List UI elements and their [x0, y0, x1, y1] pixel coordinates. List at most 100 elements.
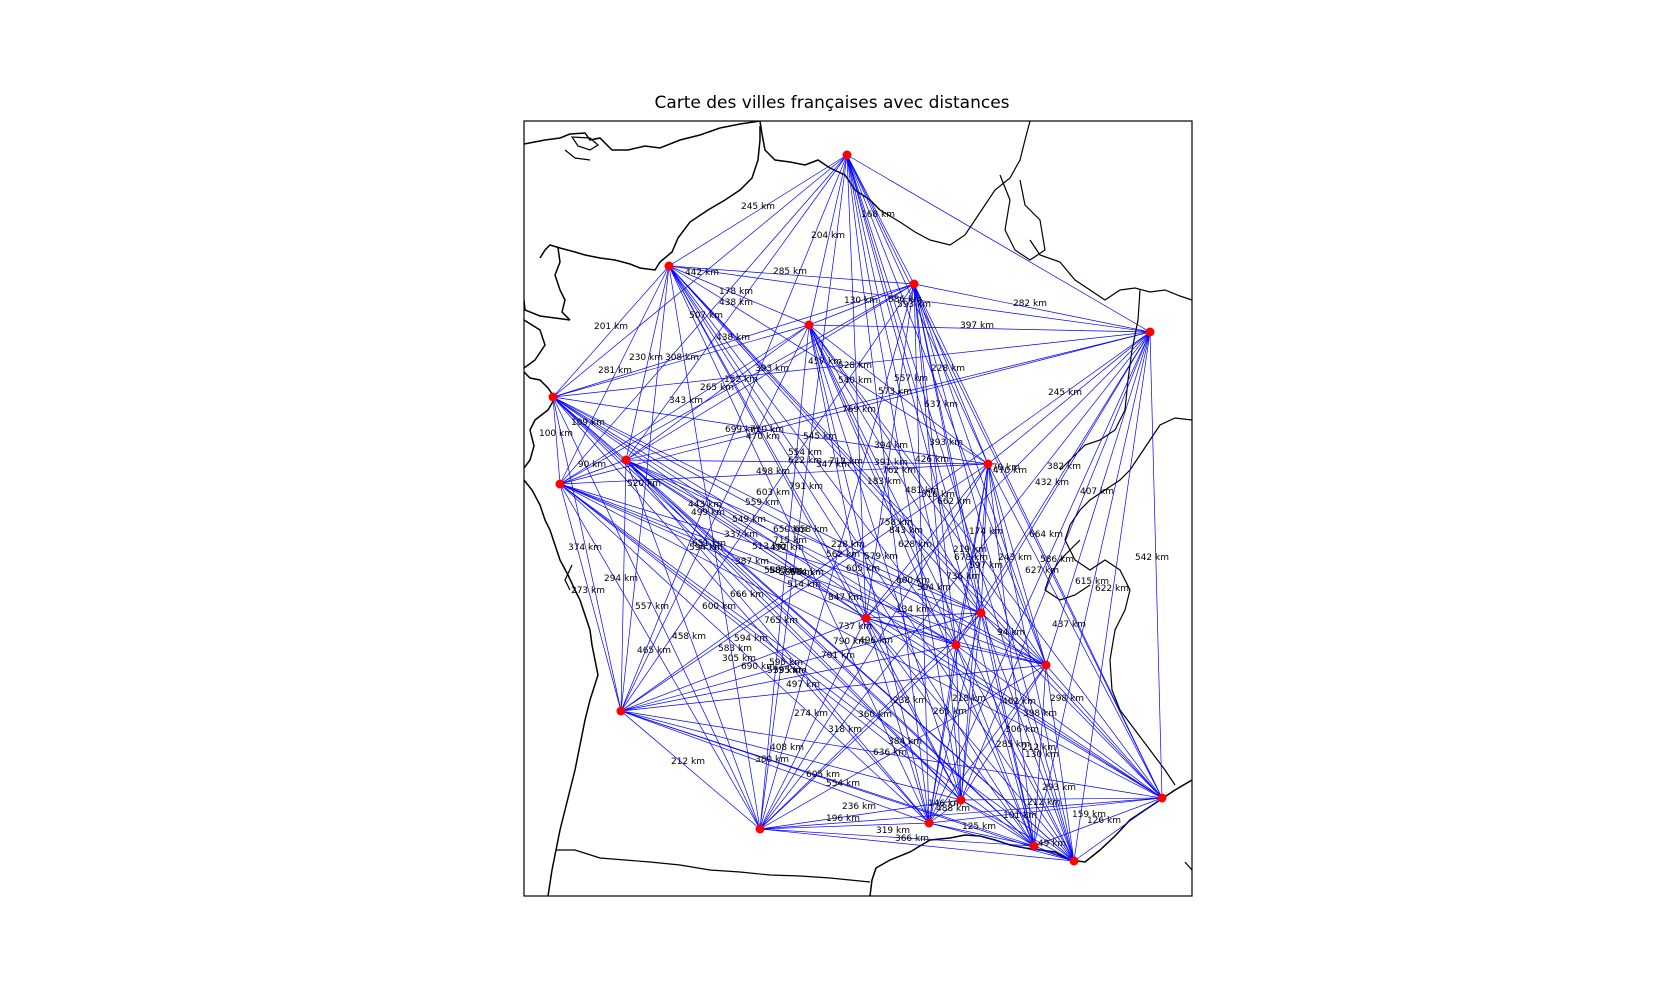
- distance-edge: [960, 463, 989, 801]
- distance-edge: [559, 483, 761, 830]
- distance-label: 230 km: [629, 353, 663, 363]
- distance-label: 397 km: [960, 321, 994, 331]
- distance-label: 130 km: [844, 296, 878, 306]
- distance-edge: [552, 396, 957, 646]
- distance-edge: [552, 396, 962, 801]
- city-marker: [804, 320, 814, 330]
- distance-label: 637 km: [924, 400, 958, 410]
- distance-edge: [987, 331, 1151, 465]
- distance-edge: [620, 644, 957, 712]
- distance-edge: [668, 265, 810, 326]
- map-frame: [523, 120, 1193, 897]
- distance-label: 282 km: [1013, 299, 1047, 309]
- distance-label: 584 km: [790, 568, 824, 578]
- distance-label: 586 km: [1040, 555, 1074, 565]
- distance-label: 457 km: [808, 357, 842, 367]
- distance-edge: [552, 396, 1163, 799]
- distance-edge: [955, 612, 982, 646]
- distance-label: 94 km: [997, 628, 1025, 638]
- distance-label: 595 km: [773, 666, 807, 676]
- distance-edge: [913, 283, 957, 646]
- distance-label: 737 km: [838, 622, 872, 632]
- distance-edge: [559, 463, 989, 485]
- distance-edge: [846, 154, 930, 824]
- distance-edge: [625, 459, 962, 801]
- distance-edge: [1033, 797, 1163, 847]
- distance-edge: [559, 483, 867, 619]
- distance-edge: [559, 483, 622, 712]
- distance-label: 600 km: [702, 602, 736, 612]
- distance-label: 391 km: [874, 458, 908, 468]
- distance-edge: [759, 828, 1075, 862]
- distance-label: 442 km: [685, 268, 719, 278]
- city-marker: [924, 818, 934, 828]
- distance-label: 762 km: [882, 466, 916, 476]
- distance-label: 628 km: [898, 540, 932, 550]
- distance-label: 847 km: [828, 593, 862, 603]
- distance-edge: [668, 265, 962, 801]
- distance-edge: [668, 265, 1047, 666]
- distance-edge: [846, 154, 1151, 333]
- distance-edge: [865, 331, 1151, 619]
- distance-edge: [559, 324, 810, 485]
- distance-edge: [552, 396, 930, 824]
- distance-edge: [559, 265, 670, 485]
- distance-edge: [625, 459, 1163, 799]
- distance-label: 554 km: [788, 448, 822, 458]
- distance-edge: [808, 283, 915, 326]
- distance-edge: [913, 283, 982, 614]
- distance-edge: [620, 710, 761, 830]
- distance-edge: [865, 612, 982, 619]
- distance-edge: [846, 154, 915, 285]
- distance-label: 594 km: [734, 634, 768, 644]
- distance-label: 219 km: [953, 545, 987, 555]
- distance-label: 243 km: [998, 553, 1032, 563]
- distance-label: 615 km: [1075, 577, 1109, 587]
- distance-label: 545 km: [803, 432, 837, 442]
- distance-label: 636 km: [873, 748, 907, 758]
- distance-label: 298 km: [1050, 694, 1084, 704]
- distance-label: 492 km: [770, 543, 804, 553]
- distance-label: 387 km: [735, 557, 769, 567]
- distance-edge: [552, 396, 761, 830]
- distance-label: 159 km: [1072, 810, 1106, 820]
- distance-label: 273 km: [571, 586, 605, 596]
- distance-label: 597 km: [969, 561, 1003, 571]
- distance-edge: [552, 265, 670, 398]
- distance-label: 130 km: [1025, 750, 1059, 760]
- distance-edge: [552, 324, 810, 398]
- distance-edge: [960, 799, 1075, 862]
- distance-edge: [552, 396, 561, 485]
- distance-edge: [808, 324, 962, 801]
- distance-label: 622 km: [788, 456, 822, 466]
- distance-label: 146 km: [928, 799, 962, 809]
- city-marker: [1069, 856, 1079, 866]
- distance-label: 470 km: [986, 463, 1020, 473]
- distance-label: 218 km: [952, 694, 986, 704]
- distance-edge: [960, 799, 1035, 847]
- distance-label: 758 km: [879, 518, 913, 528]
- distance-label: 212 km: [671, 757, 705, 767]
- distance-edge: [552, 396, 982, 614]
- distance-edge: [913, 283, 989, 465]
- distance-edge: [759, 154, 848, 830]
- distance-edge: [928, 822, 1075, 862]
- distance-label: 790 km: [833, 637, 867, 647]
- distance-label: 380 km: [755, 755, 789, 765]
- distance-label: 100 km: [539, 429, 573, 439]
- distance-edge: [865, 617, 962, 801]
- distance-label: 699 km: [725, 425, 759, 435]
- distance-label: 594 km: [917, 583, 951, 593]
- distance-edge: [955, 644, 1075, 862]
- distance-edge: [987, 463, 1035, 847]
- distance-label: 470 km: [746, 432, 780, 442]
- distance-edge: [955, 463, 989, 646]
- distance-edge: [808, 324, 930, 824]
- distance-label: 465 km: [637, 646, 671, 656]
- distance-edge: [865, 283, 915, 619]
- distance-edge: [625, 283, 915, 461]
- distance-edge: [980, 331, 1151, 614]
- distance-label: 274 km: [794, 709, 828, 719]
- distance-label: 366 km: [895, 834, 929, 844]
- distance-label: 549 km: [732, 515, 766, 525]
